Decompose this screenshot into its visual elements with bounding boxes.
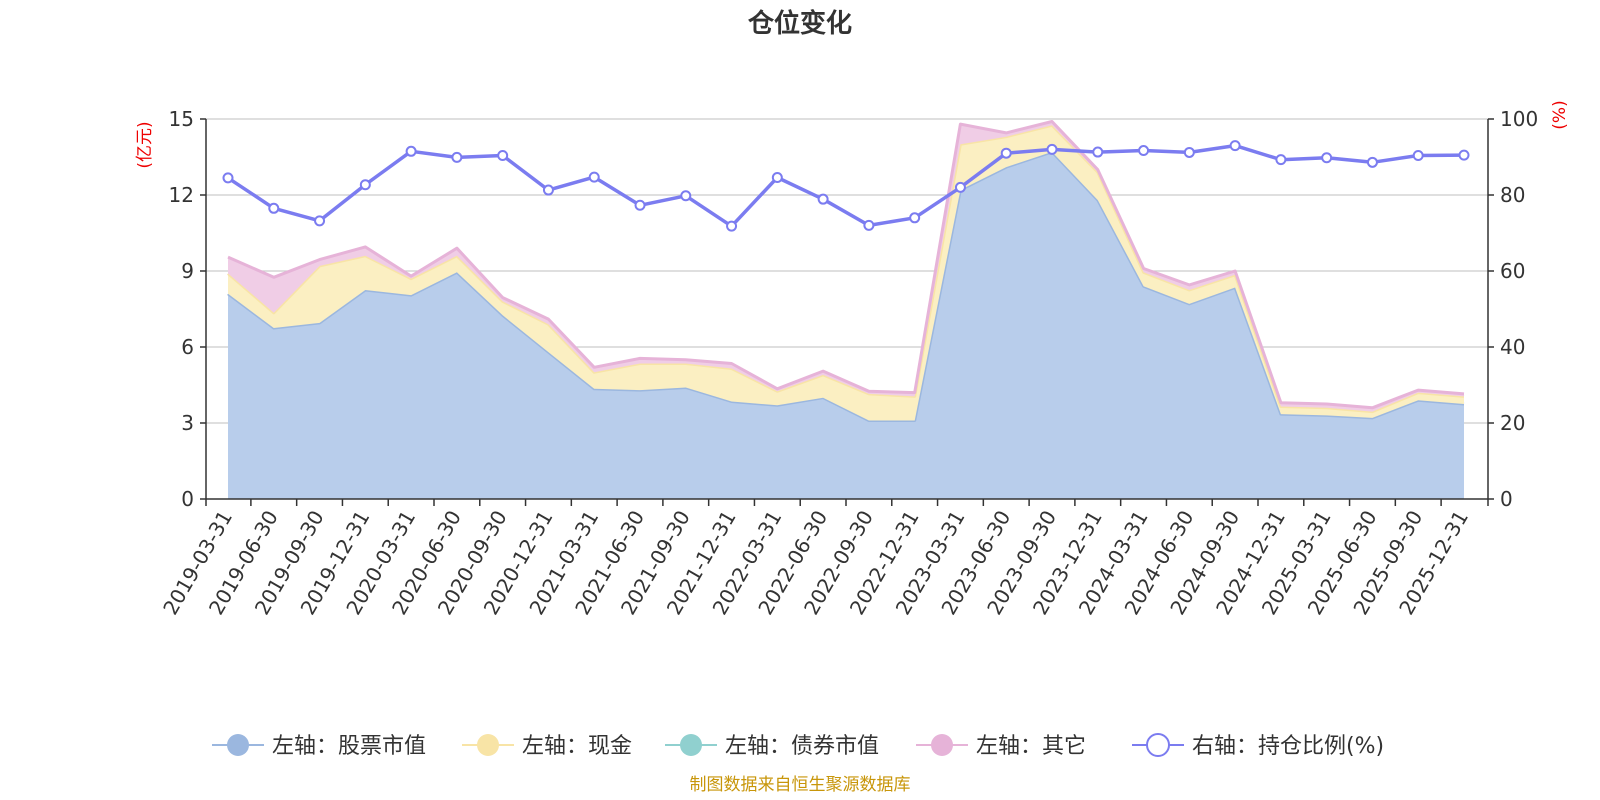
ratio-point-2025-03-31[interactable] bbox=[1321, 152, 1333, 164]
ratio-point-2025-09-30[interactable] bbox=[1412, 149, 1424, 161]
ratio-point-2020-06-30[interactable] bbox=[451, 151, 463, 163]
right-axis-tick-label: 60 bbox=[1500, 259, 1525, 283]
ratio-point-2023-12-31[interactable] bbox=[1092, 146, 1104, 158]
area-edge-左轴：其它 bbox=[227, 120, 1465, 410]
legend-marker bbox=[227, 734, 249, 756]
legend-item-左轴：其它[interactable]: 左轴：其它 bbox=[916, 734, 1086, 759]
left-axis-tick-label: 3 bbox=[181, 411, 194, 435]
ratio-point-2025-06-30[interactable] bbox=[1366, 156, 1378, 168]
legend-item-左轴：债券市值[interactable]: 左轴：债券市值 bbox=[665, 734, 879, 759]
ratio-point-2020-09-30[interactable] bbox=[497, 149, 509, 161]
ratio-point-2021-09-30[interactable] bbox=[680, 190, 692, 202]
legend-label: 右轴：持仓比例(%) bbox=[1192, 734, 1384, 759]
legend-marker bbox=[931, 734, 953, 756]
legend-label: 左轴：债券市值 bbox=[725, 734, 879, 759]
ratio-point-2021-12-31[interactable] bbox=[726, 220, 738, 232]
left-axis-tick-label: 15 bbox=[169, 107, 194, 131]
ratio-point-2019-12-31[interactable] bbox=[359, 179, 371, 191]
left-axis-tick-label: 9 bbox=[181, 259, 194, 283]
ratio-point-2022-06-30[interactable] bbox=[817, 193, 829, 205]
area-fill-左轴：股票市值 bbox=[228, 151, 1464, 499]
ratio-line-layer bbox=[222, 140, 1470, 232]
legend-item-左轴：现金[interactable]: 左轴：现金 bbox=[462, 734, 632, 759]
left-axis-tick-label: 0 bbox=[181, 487, 194, 511]
ratio-point-2019-09-30[interactable] bbox=[314, 215, 326, 227]
ratio-point-2024-12-31[interactable] bbox=[1275, 154, 1287, 166]
ratio-line bbox=[227, 143, 1465, 228]
data-source-note: 制图数据来自恒生聚源数据库 bbox=[690, 775, 911, 795]
ratio-point-2021-03-31[interactable] bbox=[588, 171, 600, 183]
right-axis-tick-label: 0 bbox=[1500, 487, 1513, 511]
ratio-point-2021-06-30[interactable] bbox=[634, 199, 646, 211]
right-axis-tick-label: 100 bbox=[1500, 107, 1538, 131]
ratio-point-2023-03-31[interactable] bbox=[954, 181, 966, 193]
ratio-point-2019-06-30[interactable] bbox=[268, 202, 280, 214]
legend-label: 左轴：股票市值 bbox=[272, 734, 426, 759]
left-axis-tick-label: 6 bbox=[181, 335, 194, 359]
ratio-point-2024-09-30[interactable] bbox=[1229, 140, 1241, 152]
ratio-point-2023-06-30[interactable] bbox=[1000, 147, 1012, 159]
legend-marker bbox=[1146, 733, 1170, 757]
legend: 左轴：股票市值 左轴：现金 左轴：债券市值 左轴：其它 右轴：持仓比例(%) bbox=[212, 733, 1384, 759]
legend-label: 左轴：现金 bbox=[522, 734, 632, 759]
ratio-point-2022-12-31[interactable] bbox=[909, 212, 921, 224]
left-axis-unit: (亿元) bbox=[135, 121, 155, 168]
right-axis-tick-label: 80 bbox=[1500, 183, 1525, 207]
ratio-point-2022-09-30[interactable] bbox=[863, 219, 875, 231]
area-series-layer bbox=[227, 120, 1465, 499]
right-axis-tick-label: 20 bbox=[1500, 411, 1525, 435]
ratio-point-2019-03-31[interactable] bbox=[222, 172, 234, 184]
legend-label: 左轴：其它 bbox=[976, 734, 1086, 759]
ratio-point-2020-03-31[interactable] bbox=[405, 145, 417, 157]
right-axis-tick-label: 40 bbox=[1500, 335, 1525, 359]
legend-item-左轴：股票市值[interactable]: 左轴：股票市值 bbox=[212, 734, 426, 759]
legend-marker bbox=[477, 734, 499, 756]
legend-item-右轴：持仓比例(%)[interactable]: 右轴：持仓比例(%) bbox=[1132, 733, 1384, 759]
ratio-point-2023-09-30[interactable] bbox=[1046, 143, 1058, 155]
ratio-point-2024-06-30[interactable] bbox=[1183, 146, 1195, 158]
ratio-point-2020-12-31[interactable] bbox=[542, 184, 554, 196]
right-axis-unit: (%) bbox=[1550, 100, 1570, 129]
chart-title: 仓位变化 bbox=[747, 8, 852, 39]
ratio-point-2024-03-31[interactable] bbox=[1138, 145, 1150, 157]
legend-marker bbox=[680, 734, 702, 756]
ratio-point-2022-03-31[interactable] bbox=[771, 172, 783, 184]
left-axis-tick-label: 12 bbox=[169, 183, 194, 207]
ratio-point-2025-12-31[interactable] bbox=[1458, 149, 1470, 161]
